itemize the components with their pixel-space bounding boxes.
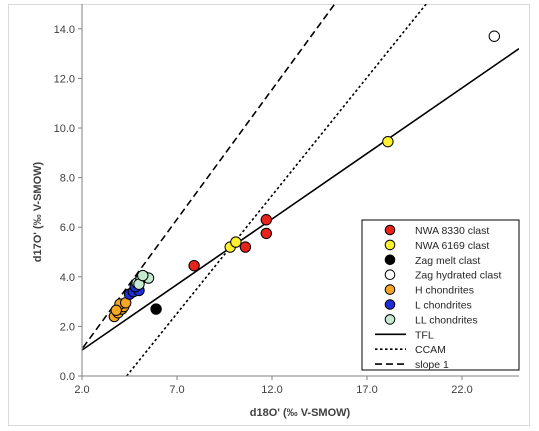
legend-swatch-ll-chondrites xyxy=(384,314,396,325)
line-slope-1 xyxy=(82,4,336,351)
legend-label-tfl: TFL xyxy=(415,329,434,341)
legend-label-h-chondrites: H chondrites xyxy=(415,285,474,297)
x-tick-label: 2.0 xyxy=(74,384,89,396)
axes: 2.0 7.0 12.0 17.0 22.00.02.04.06.08.010.012.… xyxy=(54,4,519,396)
y-tick-label: 6.0 xyxy=(60,222,75,234)
legend-swatch-h-chondrites xyxy=(384,284,396,295)
point-h-chondrites xyxy=(110,304,122,316)
reference-lines xyxy=(82,4,519,376)
y-tick-label: 10.0 xyxy=(54,123,75,135)
x-tick-label: 7.0 xyxy=(169,384,184,396)
legend-swatch-nwa-8330-clast xyxy=(384,224,396,236)
point-nwa-8330-clast xyxy=(260,214,272,226)
legend-label-nwa-6169-clast: NWA 6169 clast xyxy=(415,240,489,252)
point-zag-hydrated-clast xyxy=(488,30,500,42)
y-tick-label: 12.0 xyxy=(54,73,75,85)
legend-label-nwa-8330-clast: NWA 8330 clast xyxy=(415,225,489,237)
point-ll-chondrites xyxy=(137,269,149,282)
legend-swatch-zag-melt-clast xyxy=(384,254,396,266)
data-points xyxy=(108,30,500,323)
legend-swatch-l-chondrites xyxy=(384,299,396,310)
legend: NWA 8330 clast NWA 6169 clast Zag melt cla… xyxy=(361,219,520,371)
line-tfl xyxy=(82,47,519,352)
point-nwa-8330-clast xyxy=(260,227,272,240)
point-nwa-6169-clast xyxy=(230,236,242,248)
y-tick-label: 0.0 xyxy=(60,371,75,383)
legend-label-zag-hydrated-clast: Zag hydrated clast xyxy=(415,270,501,282)
legend-label-slope-1: slope 1 xyxy=(415,359,449,371)
chart-frame xyxy=(8,4,530,426)
x-tick-label: 12.0 xyxy=(261,384,282,396)
point-zag-melt-clast xyxy=(150,303,162,315)
legend-swatch-zag-hydrated-clast xyxy=(384,269,396,281)
point-nwa-6169-clast xyxy=(382,135,394,148)
legend-label-l-chondrites: L chondrites xyxy=(415,300,472,312)
y-tick-label: 8.0 xyxy=(60,173,75,185)
legend-label-ll-chondrites: LL chondrites xyxy=(415,314,478,326)
y-tick-label: 4.0 xyxy=(60,272,75,284)
legend-label-zag-melt-clast: Zag melt clast xyxy=(415,255,480,267)
x-tick-label: 17.0 xyxy=(356,384,377,396)
legend-label-ccam: CCAM xyxy=(415,344,446,356)
legend-swatch-nwa-6169-clast xyxy=(384,239,396,251)
y-axis-title: d17O' (‰ V-SMOW) xyxy=(32,161,44,262)
point-nwa-8330-clast xyxy=(239,241,252,253)
x-tick-label: 22.0 xyxy=(451,384,472,396)
y-tick-label: 2.0 xyxy=(60,321,75,333)
point-nwa-8330-clast xyxy=(188,259,200,272)
y-tick-label: 14.0 xyxy=(54,24,75,36)
x-axis-title: d18O' (‰ V-SMOW) xyxy=(250,407,351,419)
